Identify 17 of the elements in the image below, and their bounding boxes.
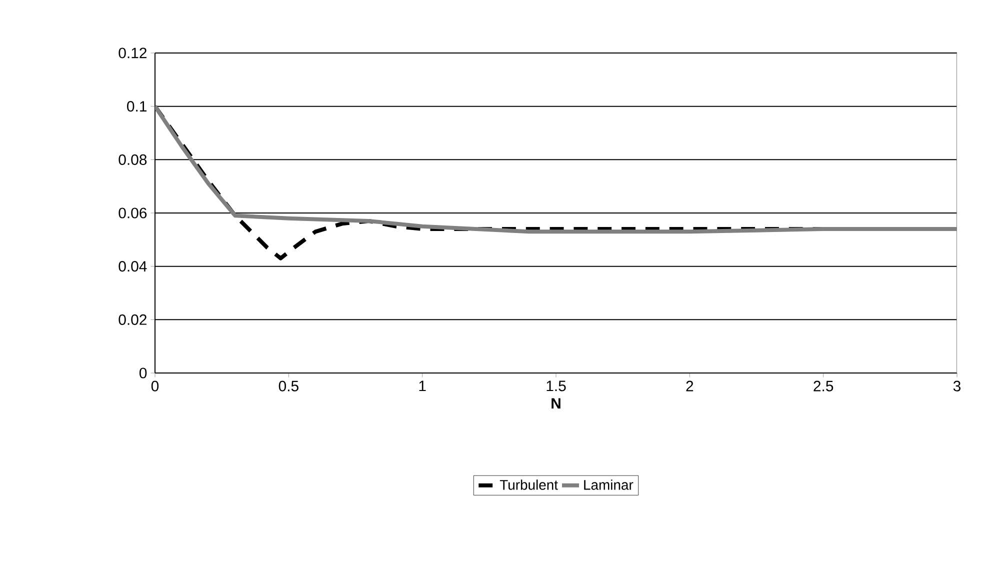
x-tick-label: 3	[953, 380, 961, 392]
legend-label: Laminar	[584, 480, 634, 490]
x-tick-label: 2	[686, 380, 694, 392]
y-tick-label: 0.12	[118, 48, 146, 58]
y-tick-label: 0.04	[118, 261, 147, 272]
x-tick-label: 2.5	[814, 380, 834, 392]
y-tick-label: 0.02	[118, 314, 146, 325]
x-axis-title: N	[552, 398, 560, 408]
y-tick-label: 0	[139, 368, 147, 378]
y-tick-label: 0.1	[127, 101, 146, 112]
y-tick-label: 0.08	[118, 154, 147, 165]
x-tick-label: 1.5	[546, 380, 566, 392]
legend-label: Turbulent	[500, 480, 558, 490]
y-tick-label: 0.06	[118, 208, 147, 218]
x-tick-label: 0	[151, 380, 159, 392]
x-tick-label: 0.5	[278, 380, 298, 392]
x-tick-label: 1	[419, 380, 426, 392]
